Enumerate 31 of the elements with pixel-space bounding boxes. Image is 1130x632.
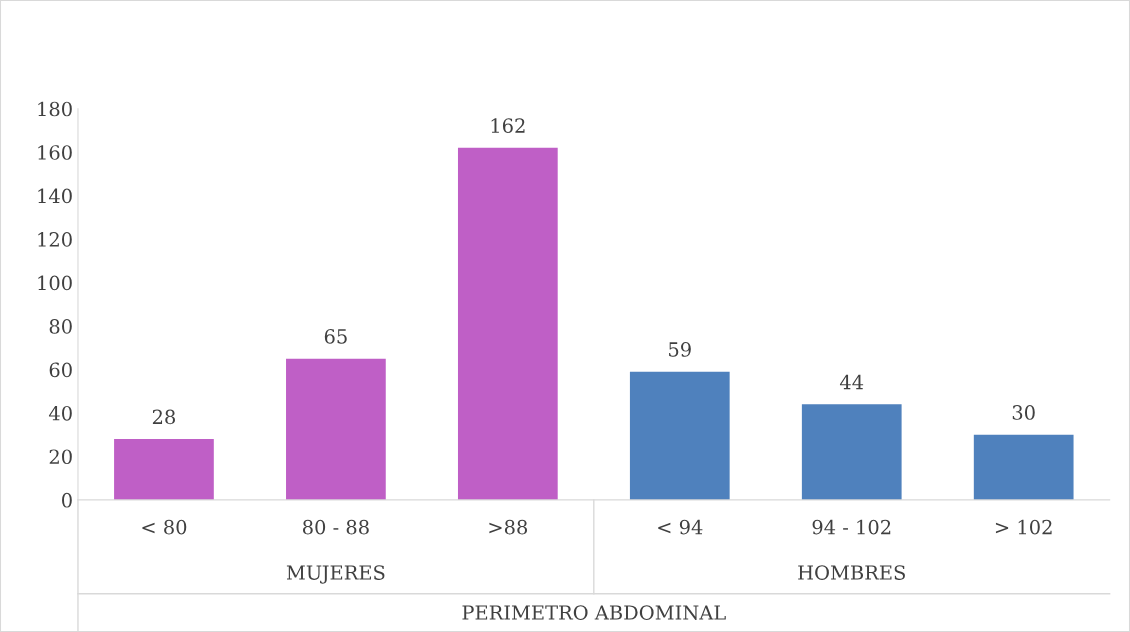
y-tick-label: 80 xyxy=(49,319,72,334)
data-label: 30 xyxy=(1012,405,1035,420)
bar xyxy=(973,434,1074,500)
y-tick-label: 120 xyxy=(38,232,72,247)
y-tick-label: 0 xyxy=(62,492,72,508)
bar xyxy=(629,371,730,500)
bar xyxy=(114,439,214,500)
bar xyxy=(457,147,558,500)
data-label: 65 xyxy=(324,329,347,344)
y-tick-label: 60 xyxy=(49,362,72,378)
y-tick-label: 40 xyxy=(48,405,72,421)
x-axis-title: PERIMETRO ABDOMINAL xyxy=(462,605,726,620)
y-tick-label: 180 xyxy=(38,101,72,117)
x-tick-label: < 94 xyxy=(658,519,703,535)
bar xyxy=(286,358,386,500)
bar xyxy=(801,404,902,500)
data-label: 59 xyxy=(669,342,691,357)
data-label: 44 xyxy=(839,374,864,390)
x-tick-label: 94 - 102 xyxy=(812,519,891,535)
data-label: 162 xyxy=(491,118,525,133)
y-tick-label: 140 xyxy=(38,188,72,204)
y-tick-label: 100 xyxy=(38,275,72,291)
x-tick-label: >88 xyxy=(489,519,528,535)
data-label: 28 xyxy=(152,409,176,425)
y-tick-label: 20 xyxy=(49,449,72,465)
x-tick-label: > 102 xyxy=(995,519,1052,535)
text: MUJERES xyxy=(286,565,385,584)
text: HOMBRES xyxy=(798,565,905,580)
x-tick-label: 80 - 88 xyxy=(302,519,369,535)
x-tick-label: < 80 xyxy=(142,519,187,535)
y-tick-label: 160 xyxy=(38,145,72,160)
